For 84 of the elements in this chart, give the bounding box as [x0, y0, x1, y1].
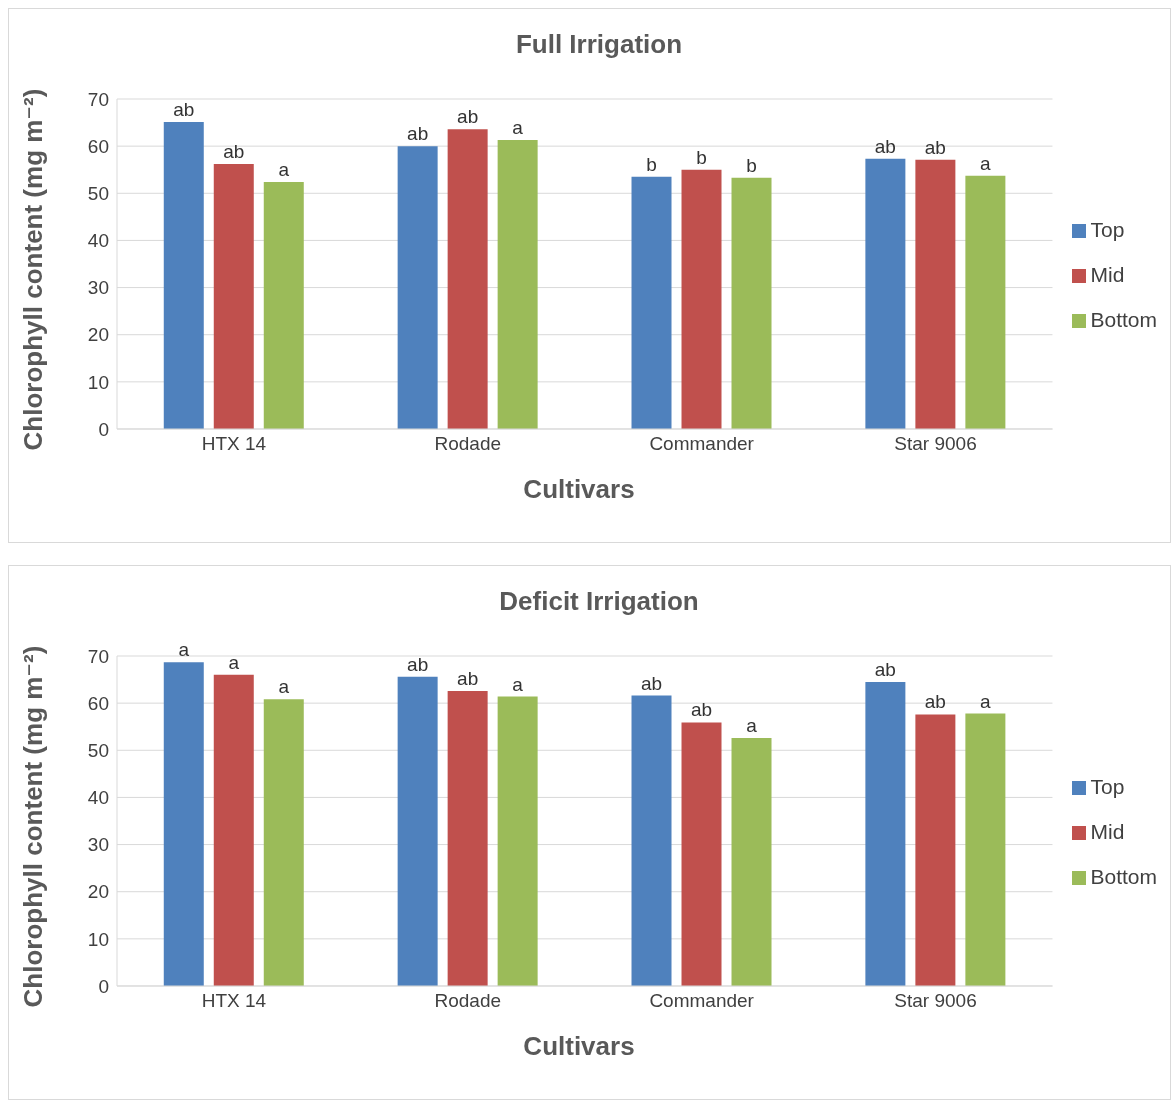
- y-tick-label: 10: [87, 928, 109, 950]
- x-tick-label: HTX 14: [201, 433, 267, 455]
- data-label: a: [980, 690, 992, 712]
- data-label: a: [178, 639, 190, 661]
- data-label: b: [746, 154, 757, 176]
- data-label: ab: [407, 653, 429, 675]
- x-tick-label: Commander: [649, 433, 755, 455]
- data-label: ab: [457, 106, 479, 128]
- x-tick-label: Rodade: [434, 990, 502, 1012]
- y-tick-label: 70: [87, 645, 109, 667]
- bar: [497, 140, 538, 429]
- y-tick-label: 40: [87, 230, 109, 252]
- y-tick-label: 70: [87, 88, 109, 110]
- y-tick-label: 0: [98, 975, 109, 997]
- bar: [731, 738, 772, 986]
- y-tick-label: 40: [87, 787, 109, 809]
- data-label: a: [980, 152, 992, 174]
- data-label: ab: [407, 123, 429, 145]
- bar: [681, 722, 722, 986]
- data-label: ab: [173, 99, 195, 121]
- bar: [497, 696, 538, 986]
- bar: [213, 164, 254, 429]
- bar: [163, 122, 204, 429]
- y-tick-label: 60: [87, 692, 109, 714]
- y-tick-label: 50: [87, 740, 109, 762]
- y-axis-title: Chlorophyll content (mg m⁻²): [18, 88, 50, 450]
- data-label: b: [646, 153, 657, 175]
- legend-label: Top: [1090, 217, 1125, 241]
- bar: [447, 129, 488, 429]
- data-label: a: [278, 676, 290, 698]
- bar: [163, 662, 204, 986]
- bar: [681, 169, 722, 429]
- x-axis-title: Cultivars: [522, 474, 636, 505]
- legend-label: Bottom: [1090, 307, 1157, 331]
- y-tick-label: 20: [87, 324, 109, 346]
- data-label: ab: [874, 658, 896, 680]
- data-label: ab: [640, 672, 663, 694]
- x-tick-label: Rodade: [434, 433, 502, 455]
- y-tick-label: 30: [87, 277, 109, 299]
- y-tick-label: 50: [87, 183, 109, 205]
- y-tick-label: 0: [98, 418, 109, 440]
- bar: [631, 176, 672, 429]
- bar: [447, 690, 488, 986]
- data-label: ab: [924, 136, 946, 158]
- bar: [397, 146, 438, 429]
- bar: [631, 695, 672, 986]
- data-label: a: [746, 715, 758, 737]
- bar: [731, 177, 772, 429]
- data-label: a: [512, 117, 524, 139]
- legend-label: Mid: [1090, 819, 1125, 843]
- y-axis-title: Chlorophyll content (mg m⁻²): [18, 645, 50, 1007]
- bar: [213, 674, 254, 986]
- y-tick-label: 10: [87, 371, 109, 393]
- y-tick-label: 60: [87, 135, 109, 157]
- chart-title: Deficit Irrigation: [498, 586, 700, 617]
- x-tick-label: Star 9006: [894, 990, 977, 1012]
- bar: [263, 181, 304, 429]
- x-tick-label: Commander: [649, 990, 755, 1012]
- data-label: ab: [223, 141, 245, 163]
- bar: [915, 159, 956, 429]
- x-axis-title: Cultivars: [522, 1031, 636, 1062]
- bar: [965, 175, 1006, 429]
- data-label: ab: [690, 699, 713, 721]
- data-label: a: [278, 158, 290, 180]
- legend-label: Bottom: [1090, 864, 1157, 888]
- bar: [865, 681, 906, 986]
- legend-label: Mid: [1090, 262, 1125, 286]
- data-label: a: [228, 651, 240, 673]
- chart-title: Full Irrigation: [514, 29, 684, 60]
- bar: [865, 158, 906, 429]
- data-label: ab: [874, 135, 896, 157]
- data-label: b: [696, 146, 707, 168]
- y-tick-label: 20: [87, 881, 109, 903]
- data-label: ab: [924, 691, 946, 713]
- bar: [397, 676, 438, 986]
- bar: [263, 699, 304, 986]
- data-label: a: [512, 673, 524, 695]
- bar: [965, 713, 1006, 986]
- x-tick-label: HTX 14: [201, 990, 267, 1012]
- bar: [915, 714, 956, 986]
- x-tick-label: Star 9006: [894, 433, 977, 455]
- legend-label: Top: [1090, 774, 1125, 798]
- data-label: ab: [457, 667, 479, 689]
- y-tick-label: 30: [87, 834, 109, 856]
